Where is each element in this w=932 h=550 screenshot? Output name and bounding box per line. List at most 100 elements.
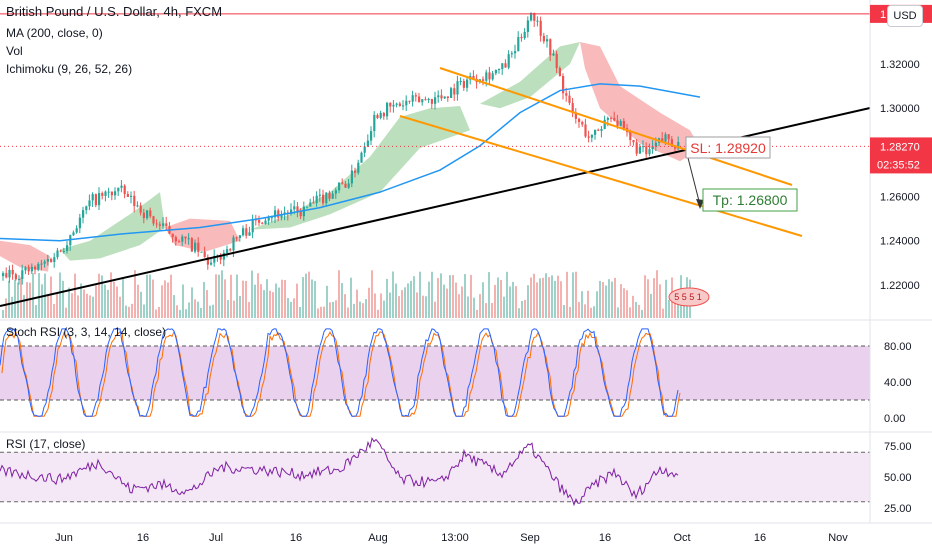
- candle-body: [379, 112, 382, 119]
- candle-body: [370, 131, 373, 141]
- volume-bar: [143, 304, 145, 318]
- candle-body: [526, 20, 529, 33]
- volume-bar: [323, 306, 325, 318]
- candle-body: [24, 267, 27, 271]
- volume-bar: [413, 276, 415, 318]
- candle-body: [450, 88, 453, 98]
- candle-body: [299, 211, 302, 217]
- last-price-label: 1.28270: [880, 141, 920, 153]
- candle-body: [2, 273, 5, 277]
- candle-body: [21, 270, 24, 279]
- volume-bar: [536, 282, 538, 318]
- candle-body: [530, 12, 533, 21]
- currency-button[interactable]: USD: [887, 5, 923, 27]
- candle-body: [197, 242, 200, 252]
- volume-bar: [644, 275, 646, 318]
- volume-bar: [359, 301, 361, 318]
- volume-bar: [524, 299, 526, 318]
- candle-body: [280, 214, 283, 218]
- volume-bar: [206, 290, 208, 318]
- volume-bar: [395, 283, 397, 318]
- candle-body: [120, 185, 123, 188]
- candle-body: [440, 95, 443, 99]
- volume-bar: [572, 272, 574, 318]
- candle-body: [408, 100, 411, 102]
- volume-bar: [518, 308, 520, 318]
- candle-body: [133, 195, 136, 207]
- volume-bar: [656, 270, 658, 318]
- ichimoku-indicator-label[interactable]: Ichimoku (9, 26, 52, 26): [6, 62, 133, 76]
- candle-body: [242, 228, 245, 236]
- volume-badge-label: 5 5 5 1: [674, 292, 702, 302]
- volume-bar: [188, 302, 190, 318]
- candle-body: [338, 182, 341, 191]
- volume-bar: [590, 307, 592, 318]
- ma-indicator-label[interactable]: MA (200, close, 0): [6, 26, 103, 40]
- volume-bar: [176, 305, 178, 318]
- candle-body: [334, 190, 337, 194]
- candle-body: [219, 255, 222, 260]
- candle-body: [98, 193, 101, 206]
- rsi-pane: [0, 436, 870, 507]
- stop-loss-box[interactable]: [685, 136, 771, 159]
- candle-body: [402, 105, 405, 107]
- candle-body: [34, 266, 37, 270]
- volume-bar: [623, 288, 625, 318]
- candle-body: [411, 95, 414, 102]
- volume-bar: [635, 301, 637, 318]
- volume-indicator-label[interactable]: Vol: [6, 44, 23, 58]
- candle-body: [123, 185, 126, 195]
- volume-bar: [239, 295, 241, 318]
- candle-body: [187, 238, 190, 240]
- volume-bar: [14, 279, 16, 318]
- volume-bar: [164, 280, 166, 318]
- candle-body: [491, 73, 494, 80]
- volume-bar: [134, 270, 136, 318]
- volume-bar: [152, 279, 154, 318]
- volume-bar: [668, 300, 670, 318]
- candle-body: [638, 147, 641, 154]
- volume-bar: [677, 299, 679, 318]
- volume-bar: [308, 271, 310, 318]
- ma-200-line: [0, 83, 701, 242]
- volume-bar: [47, 295, 49, 318]
- volume-bar: [548, 277, 550, 318]
- candle-body: [306, 206, 309, 208]
- volume-bar: [299, 306, 301, 318]
- take-profit-box[interactable]: [702, 188, 798, 212]
- candle-body: [171, 233, 174, 238]
- candle-body: [354, 170, 357, 173]
- ichimoku-cloud-bullish: [480, 41, 580, 109]
- candle-body: [542, 35, 545, 42]
- channel-lower-line[interactable]: [399, 115, 803, 237]
- volume-bar: [467, 296, 469, 318]
- candle-body: [318, 194, 321, 196]
- volume-bar: [398, 296, 400, 318]
- candle-body: [552, 53, 555, 56]
- candle-body: [277, 210, 280, 218]
- candle-body: [459, 81, 462, 83]
- rsi-label[interactable]: RSI (17, close): [6, 437, 86, 451]
- volume-bar: [608, 279, 610, 318]
- volume-bar: [101, 275, 103, 318]
- volume-bar: [212, 304, 214, 318]
- volume-bar: [158, 306, 160, 318]
- stoch-rsi-label[interactable]: Stoch RSI (3, 3, 14, 14, close): [6, 325, 167, 339]
- candle-body: [453, 88, 456, 95]
- volume-bar: [431, 271, 433, 318]
- volume-bar: [650, 293, 652, 318]
- candle-body: [222, 252, 225, 260]
- time-axis-label: 16: [754, 532, 766, 544]
- volume-bar: [653, 278, 655, 318]
- candle-body: [107, 191, 110, 193]
- volume-bar: [641, 309, 643, 318]
- volume-bar: [629, 307, 631, 318]
- volume-bar: [173, 295, 175, 318]
- volume-bar: [311, 279, 313, 318]
- candle-body: [293, 206, 296, 210]
- channel-upper-line[interactable]: [439, 67, 793, 186]
- volume-bar: [17, 282, 19, 318]
- candle-body: [146, 210, 149, 219]
- volume-bar: [236, 274, 238, 318]
